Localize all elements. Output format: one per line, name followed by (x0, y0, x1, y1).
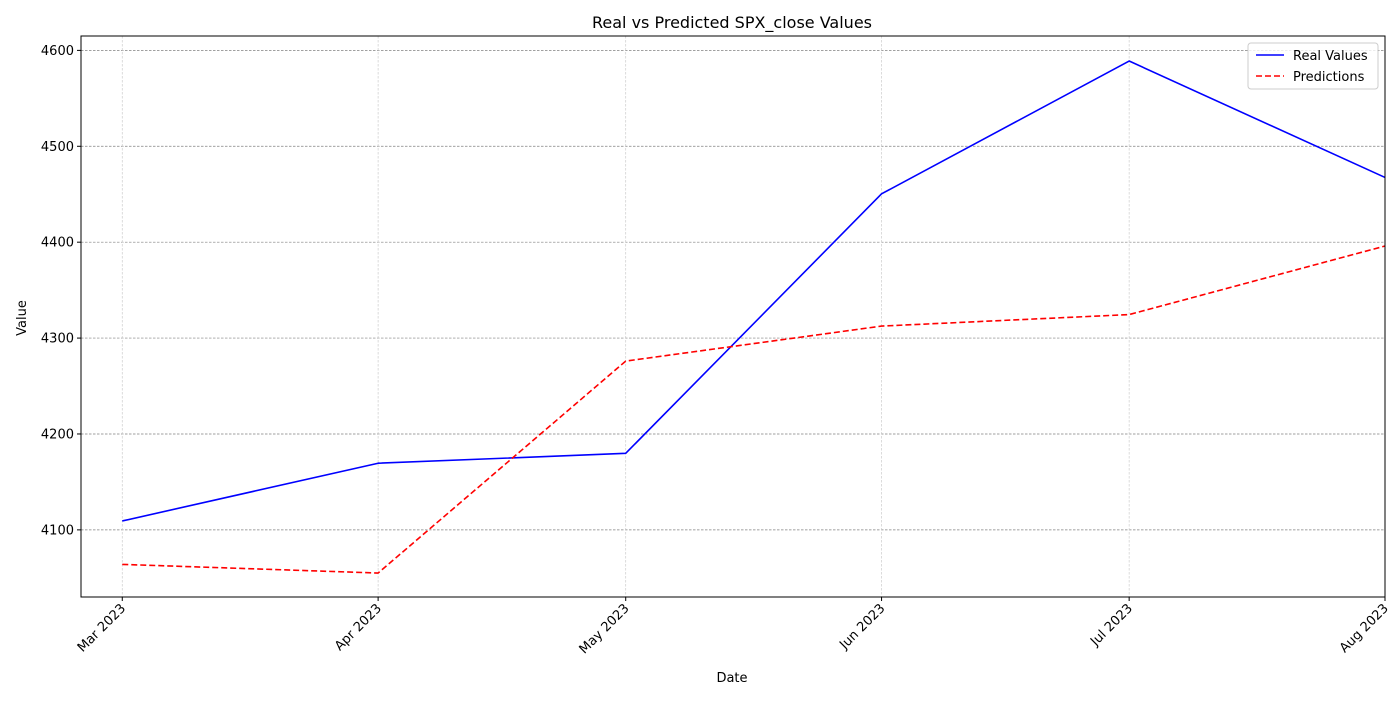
x-tick-label: Jun 2023 (836, 601, 888, 653)
series-line-real-values (122, 60, 1386, 522)
x-tick-label: Mar 2023 (75, 601, 129, 655)
legend: Real Values Predictions (1247, 42, 1379, 90)
x-axis-label: Date (716, 671, 747, 686)
y-axis-label: Value (15, 300, 30, 336)
y-tick-label: 4100 (41, 523, 74, 538)
y-tick-label: 4500 (41, 140, 74, 155)
x-tick-label: Jul 2023 (1087, 601, 1136, 650)
x-tick-label: Aug 2023 (1337, 601, 1392, 656)
plot-frame (80, 35, 1386, 598)
x-tick-label: May 2023 (577, 601, 633, 657)
grid (81, 36, 1386, 597)
y-tick-label: 4300 (41, 332, 74, 347)
legend-label-predictions: Predictions (1293, 70, 1365, 85)
y-tick-label: 4200 (41, 427, 74, 442)
x-tick-label: Apr 2023 (332, 601, 385, 654)
chart-title: Real vs Predicted SPX_close Values (592, 13, 872, 33)
series-line-predictions (122, 245, 1386, 574)
y-tick-label: 4400 (41, 236, 74, 251)
y-tick-label: 4600 (41, 44, 74, 59)
axis-ticks: 4100 4200 4300 4400 4500 4600 Mar 2023 Apr 2023… (41, 44, 1392, 657)
legend-label-real-values: Real Values (1293, 49, 1368, 64)
series-lines (122, 60, 1386, 574)
